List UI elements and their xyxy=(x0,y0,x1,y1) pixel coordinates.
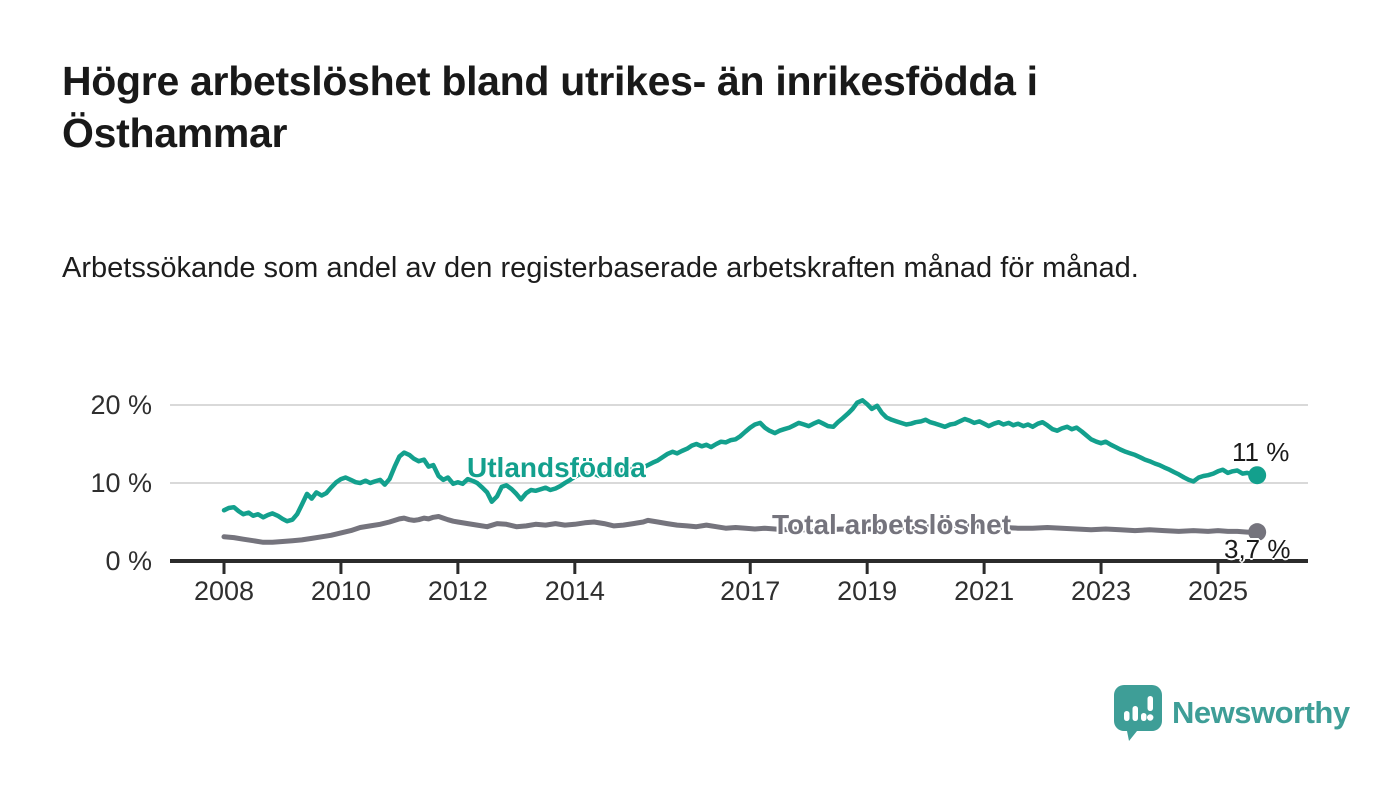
page-subtitle: Arbetssökande som andel av den registerb… xyxy=(62,252,1139,284)
series-line-0 xyxy=(221,398,1260,524)
series-end-dot-0 xyxy=(1248,466,1267,485)
page-title: Högre arbetslöshet bland utrikes- än inr… xyxy=(62,58,1038,156)
end-value-total-arbetsloshet: 3,7 % xyxy=(1224,534,1291,564)
end-value-utlandsfodda: 11 % xyxy=(1232,437,1290,467)
x-tick-label: 2010 xyxy=(310,576,371,606)
x-tick-label: 2017 xyxy=(720,576,781,606)
x-tick-label: 2014 xyxy=(544,576,605,606)
y-tick-label: 10 % xyxy=(90,468,152,498)
series-label-total-arbetsloshet: Total arbetslöshet xyxy=(772,509,1012,540)
series-line-1 xyxy=(221,514,1260,545)
newsworthy-bubble-icon xyxy=(1114,685,1162,741)
x-tick-label: 2023 xyxy=(1071,576,1132,606)
x-tick-label: 2025 xyxy=(1187,576,1249,606)
y-tick-label: 0 % xyxy=(105,546,152,576)
x-tick-label: 2019 xyxy=(837,576,898,606)
series-end-dot-1 xyxy=(1248,523,1267,542)
x-tick-label: 2021 xyxy=(954,576,1015,606)
y-tick-label: 20 % xyxy=(90,390,152,420)
series-label-utlandsfodda: Utlandsfödda xyxy=(467,452,646,483)
newsworthy-wordmark: Newsworthy xyxy=(1172,695,1350,730)
x-tick-label: 2008 xyxy=(193,576,255,606)
newsworthy-logo: Newsworthy xyxy=(1113,684,1350,742)
x-tick-label: 2012 xyxy=(427,576,488,606)
